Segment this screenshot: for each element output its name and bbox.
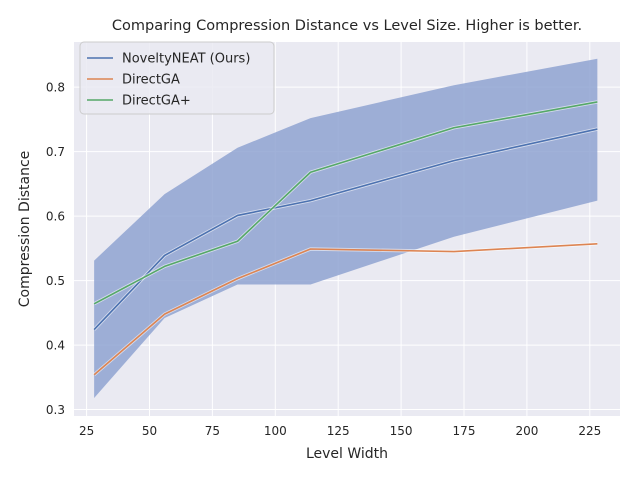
x-tick-label: 150 bbox=[390, 424, 413, 438]
x-tick-label: 125 bbox=[327, 424, 350, 438]
y-tick-label: 0.8 bbox=[46, 81, 65, 95]
chart-title: Comparing Compression Distance vs Level … bbox=[112, 18, 582, 34]
x-axis-label: Level Width bbox=[306, 446, 388, 462]
series-line-directga bbox=[93, 243, 598, 376]
legend-frame bbox=[79, 41, 275, 115]
y-tick-labels: 0.3 0.4 0.5 0.6 0.7 0.8 bbox=[46, 81, 65, 417]
x-tick-label: 100 bbox=[264, 424, 287, 438]
series-line-directga bbox=[93, 101, 598, 305]
y-tick-label: 0.5 bbox=[46, 274, 65, 288]
legend-label-directga: DirectGA+ bbox=[122, 94, 191, 109]
x-tick-label: 225 bbox=[578, 424, 601, 438]
y-tick-label: 0.4 bbox=[46, 339, 65, 353]
legend-label-directga: DirectGA bbox=[122, 73, 180, 88]
x-tick-labels: 25 50 75 100 125 150 175 200 225 bbox=[79, 424, 601, 438]
y-tick-label: 0.3 bbox=[46, 403, 65, 417]
x-tick-label: 25 bbox=[79, 424, 94, 438]
y-tick-label: 0.7 bbox=[46, 145, 65, 159]
x-tick-label: 50 bbox=[142, 424, 157, 438]
legend-label-noveltyneat-ours: NoveltyNEAT (Ours) bbox=[122, 52, 250, 67]
x-tick-label: 75 bbox=[205, 424, 220, 438]
legend: NoveltyNEAT (Ours) DirectGA DirectGA+ bbox=[79, 41, 275, 115]
y-axis-label: Compression Distance bbox=[17, 151, 33, 308]
x-tick-label: 175 bbox=[453, 424, 476, 438]
y-tick-label: 0.6 bbox=[46, 210, 65, 224]
series-lines bbox=[92, 100, 598, 377]
x-tick-label: 200 bbox=[515, 424, 538, 438]
confidence-band-layer bbox=[94, 58, 598, 398]
noveltyneat-confidence-band bbox=[94, 58, 598, 398]
